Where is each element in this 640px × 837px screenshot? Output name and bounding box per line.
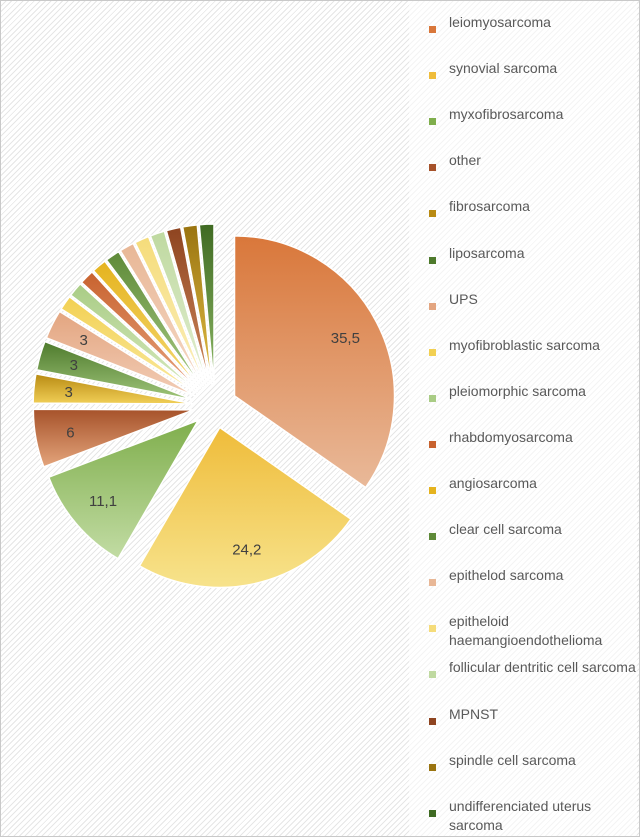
legend-swatch [429, 717, 436, 725]
pie-slice-mpnst [165, 226, 211, 385]
legend-swatch [429, 671, 436, 679]
legend-label: leiomyosarcoma [449, 14, 551, 30]
legend-label: undifferenciated uterus sarcoma [449, 797, 592, 833]
legend-label: follicular dentritic cell sarcoma [449, 659, 636, 676]
pie-slice-leiomyosarcoma [233, 235, 396, 489]
legend-swatch [429, 256, 436, 264]
pie-slice-follicular-dentritic-cell-sarcoma [149, 230, 209, 386]
data-label: 35,5 [331, 330, 360, 347]
legend-label: spindle cell sarcoma [449, 751, 576, 768]
legend-label: UPS [449, 290, 478, 307]
legend-label: epithelod sarcoma [449, 567, 564, 584]
legend-label: other [449, 152, 481, 169]
legend-swatch [429, 533, 436, 541]
pie-slice-undifferenciated-uterus-sarcoma [198, 223, 215, 385]
pie-slice-epithelod-sarcoma [119, 242, 205, 388]
data-label: 3 [70, 357, 78, 374]
pie-slice-myxofibrosarcoma [47, 418, 200, 560]
legend-label: pleiomorphic sarcoma [449, 382, 586, 399]
pie-slice-rhabdomyosarcoma [80, 270, 201, 391]
pie-slice-epitheloid-haemangioendothelioma [134, 235, 207, 387]
legend-label: fibrosarcoma [449, 198, 530, 215]
data-label: 3 [65, 384, 73, 401]
legend-label: myxofibrosarcoma [449, 106, 564, 123]
pie-slice-pleiomorphic-sarcoma [69, 282, 199, 393]
pie-slice-ups [45, 310, 196, 397]
pie-slices [32, 223, 396, 589]
legend-swatch [429, 625, 436, 633]
legend: leiomyosarcoma synovial sarcoma myxofibros… [409, 1, 637, 836]
legend-label: myofibroblastic sarcoma [449, 336, 600, 353]
legend-label: clear cell sarcoma [449, 521, 562, 538]
data-label: 11,1 [89, 493, 117, 510]
legend-swatch [429, 72, 436, 80]
legend-swatch [429, 394, 436, 402]
pie-slice-myofibroblastic-sarcoma [60, 295, 198, 395]
pie-slice-fibrosarcoma [32, 372, 194, 405]
pie-slice-other [32, 408, 194, 468]
legend-swatch [429, 579, 436, 587]
legend-label: angiosarcoma [449, 475, 537, 491]
legend-swatch [429, 763, 436, 771]
legend-label: MPNST [449, 705, 498, 722]
data-label: 3 [79, 332, 87, 349]
legend-swatch [429, 210, 436, 218]
pie-slice-synovial-sarcoma [138, 426, 352, 589]
legend-label: liposarcoma [449, 244, 525, 261]
pie-slice-clear-cell-sarcoma [105, 250, 204, 389]
data-label: 6 [66, 424, 74, 441]
data-label: 24,2 [232, 542, 261, 559]
legend-swatch [429, 348, 436, 356]
legend-swatch [429, 809, 436, 817]
legend-label: rhabdomyosarcoma [449, 428, 573, 445]
legend-swatch [429, 164, 436, 172]
legend-swatch [429, 487, 436, 494]
legend-swatch [429, 440, 436, 448]
legend-swatch [429, 118, 436, 126]
legend-label: epitheloid haemangioendothelioma [449, 613, 603, 649]
pie-slice-spindle-cell-sarcoma [181, 224, 213, 385]
legend-swatch [429, 302, 436, 310]
legend-label: synovial sarcoma [449, 60, 558, 77]
pie-slice-liposarcoma [35, 340, 195, 401]
legend-swatch [429, 26, 436, 33]
pie-slice-angiosarcoma [92, 260, 202, 390]
